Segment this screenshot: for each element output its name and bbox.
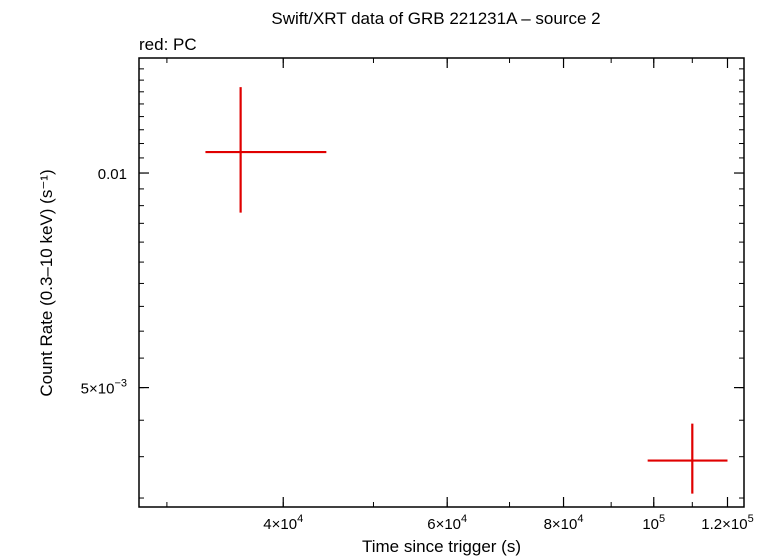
plot-frame xyxy=(138,57,745,508)
x-tick-label: 6×104 xyxy=(427,513,467,533)
x-tick-label: 8×104 xyxy=(544,513,584,533)
x-tick-label: 1.2×105 xyxy=(701,513,753,533)
y-tick-label: 0.01 xyxy=(98,166,127,183)
x-tick-label: 105 xyxy=(642,513,665,533)
x-axis-label: Time since trigger (s) xyxy=(361,537,521,556)
y-tick-label: 5×10−3 xyxy=(81,378,127,398)
chart-subtitle: red: PC xyxy=(139,35,197,54)
x-tick-label: 4×104 xyxy=(263,513,303,533)
chart-title: Swift/XRT data of GRB 221231A – source 2 xyxy=(271,9,601,28)
